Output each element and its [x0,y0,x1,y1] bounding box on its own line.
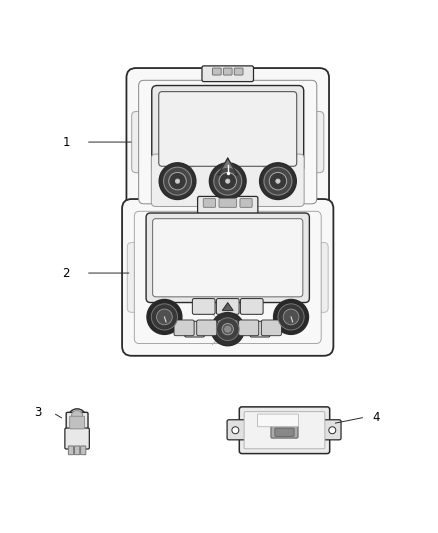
Circle shape [264,167,292,195]
FancyBboxPatch shape [219,199,237,207]
Circle shape [329,427,336,434]
Circle shape [269,172,287,190]
FancyBboxPatch shape [197,320,217,336]
FancyBboxPatch shape [261,320,282,336]
Circle shape [226,179,230,183]
Circle shape [175,179,180,183]
FancyBboxPatch shape [152,219,303,297]
FancyBboxPatch shape [152,85,304,172]
Ellipse shape [68,409,86,425]
FancyBboxPatch shape [127,68,329,216]
Text: 3: 3 [34,406,42,419]
FancyBboxPatch shape [146,213,309,303]
Circle shape [159,163,196,199]
Circle shape [283,309,299,325]
Circle shape [216,318,239,341]
Polygon shape [218,158,237,175]
FancyBboxPatch shape [198,197,258,214]
Polygon shape [223,303,233,310]
FancyBboxPatch shape [151,154,304,206]
Circle shape [151,304,177,330]
FancyBboxPatch shape [184,321,205,337]
FancyBboxPatch shape [212,68,221,75]
FancyBboxPatch shape [218,320,238,336]
FancyBboxPatch shape [240,298,263,314]
FancyBboxPatch shape [244,411,325,449]
FancyBboxPatch shape [174,320,194,336]
Circle shape [147,300,182,334]
Circle shape [232,427,239,434]
FancyBboxPatch shape [227,420,246,440]
Circle shape [222,324,233,335]
Circle shape [276,179,280,183]
Circle shape [278,304,304,330]
Circle shape [219,172,237,190]
FancyBboxPatch shape [234,68,243,75]
FancyBboxPatch shape [250,321,270,337]
FancyBboxPatch shape [240,199,252,207]
Circle shape [274,300,308,334]
FancyBboxPatch shape [127,243,148,312]
Circle shape [260,163,296,199]
FancyBboxPatch shape [203,199,215,207]
FancyBboxPatch shape [258,414,298,427]
Ellipse shape [72,410,82,419]
FancyBboxPatch shape [239,407,330,454]
FancyBboxPatch shape [122,199,333,356]
FancyBboxPatch shape [216,298,239,314]
Circle shape [156,309,172,325]
Circle shape [209,163,246,199]
Text: 2: 2 [63,266,70,279]
Circle shape [214,167,242,195]
Circle shape [163,167,191,195]
Circle shape [169,172,186,190]
FancyBboxPatch shape [139,80,317,204]
Circle shape [225,326,231,332]
Text: 1: 1 [63,135,70,149]
FancyBboxPatch shape [159,92,297,166]
Text: 4: 4 [372,410,380,424]
FancyBboxPatch shape [323,420,341,440]
FancyBboxPatch shape [132,111,151,173]
Circle shape [211,312,244,346]
FancyBboxPatch shape [68,446,74,455]
FancyBboxPatch shape [271,426,298,438]
FancyBboxPatch shape [304,111,324,173]
FancyBboxPatch shape [65,428,89,449]
FancyBboxPatch shape [81,446,86,455]
FancyBboxPatch shape [307,243,328,312]
FancyBboxPatch shape [70,416,85,429]
FancyBboxPatch shape [223,68,232,75]
FancyBboxPatch shape [202,66,254,82]
FancyBboxPatch shape [192,298,215,314]
FancyBboxPatch shape [239,320,259,336]
FancyBboxPatch shape [134,211,321,344]
FancyBboxPatch shape [66,413,88,432]
FancyBboxPatch shape [74,446,80,455]
FancyBboxPatch shape [275,428,294,437]
